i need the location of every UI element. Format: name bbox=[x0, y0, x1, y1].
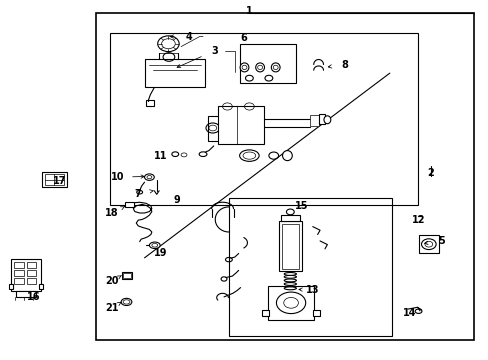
Text: 19: 19 bbox=[154, 248, 167, 258]
Ellipse shape bbox=[149, 242, 160, 248]
Bar bbox=[207, 116, 220, 141]
Circle shape bbox=[158, 36, 179, 51]
Bar bbox=[14, 270, 24, 276]
Bar bbox=[145, 100, 154, 106]
Text: 18: 18 bbox=[105, 208, 119, 218]
Bar bbox=[125, 202, 134, 207]
Bar bbox=[14, 262, 24, 268]
Ellipse shape bbox=[284, 283, 296, 285]
Ellipse shape bbox=[324, 116, 330, 124]
Bar bbox=[16, 291, 36, 297]
Bar bbox=[39, 284, 43, 289]
Bar bbox=[122, 272, 132, 279]
Bar bbox=[217, 107, 264, 144]
Bar bbox=[9, 284, 13, 289]
Bar bbox=[262, 310, 268, 316]
Text: 11: 11 bbox=[154, 150, 167, 161]
Bar bbox=[313, 310, 320, 316]
Ellipse shape bbox=[255, 63, 264, 72]
Text: 4: 4 bbox=[185, 32, 192, 41]
Text: 8: 8 bbox=[340, 59, 347, 69]
Ellipse shape bbox=[282, 150, 292, 161]
Bar bbox=[144, 59, 205, 87]
Ellipse shape bbox=[240, 63, 248, 72]
Ellipse shape bbox=[144, 174, 154, 180]
Bar bbox=[96, 13, 473, 339]
Bar bbox=[281, 224, 299, 269]
Bar bbox=[418, 235, 438, 253]
Ellipse shape bbox=[284, 275, 296, 278]
Ellipse shape bbox=[171, 152, 178, 157]
Bar bbox=[267, 286, 314, 320]
Bar bbox=[280, 215, 300, 221]
Circle shape bbox=[421, 239, 435, 249]
Text: 2: 2 bbox=[427, 168, 433, 178]
Bar bbox=[278, 221, 302, 271]
Text: 21: 21 bbox=[105, 303, 119, 313]
Text: 1: 1 bbox=[245, 6, 252, 16]
Text: 6: 6 bbox=[240, 33, 246, 43]
Bar bbox=[44, 174, 64, 185]
Text: 3: 3 bbox=[210, 46, 217, 56]
Ellipse shape bbox=[284, 279, 296, 282]
Ellipse shape bbox=[121, 298, 132, 306]
Ellipse shape bbox=[271, 63, 280, 72]
Text: 15: 15 bbox=[295, 201, 308, 211]
Bar bbox=[310, 115, 319, 126]
Bar bbox=[14, 278, 24, 284]
Bar bbox=[228, 198, 391, 336]
Bar bbox=[239, 44, 295, 83]
Bar bbox=[110, 33, 417, 205]
Text: 13: 13 bbox=[305, 285, 319, 295]
Ellipse shape bbox=[245, 75, 253, 81]
Circle shape bbox=[276, 292, 305, 314]
Bar bbox=[26, 278, 36, 284]
Bar bbox=[42, 172, 66, 187]
Ellipse shape bbox=[239, 150, 259, 161]
Ellipse shape bbox=[264, 75, 272, 81]
Bar bbox=[11, 259, 41, 291]
Ellipse shape bbox=[199, 152, 206, 157]
Text: 12: 12 bbox=[411, 215, 425, 225]
Text: 17: 17 bbox=[53, 176, 67, 186]
Text: 7: 7 bbox=[135, 189, 142, 199]
Bar bbox=[26, 262, 36, 268]
Ellipse shape bbox=[284, 287, 296, 290]
Bar bbox=[123, 273, 131, 278]
Text: 14: 14 bbox=[402, 309, 415, 318]
Bar bbox=[319, 114, 325, 125]
Text: 5: 5 bbox=[438, 236, 445, 246]
Ellipse shape bbox=[284, 273, 296, 275]
Bar bbox=[26, 270, 36, 276]
Text: 10: 10 bbox=[111, 172, 124, 182]
Text: 9: 9 bbox=[173, 195, 180, 205]
Text: 16: 16 bbox=[27, 292, 41, 302]
Text: 20: 20 bbox=[105, 276, 119, 286]
